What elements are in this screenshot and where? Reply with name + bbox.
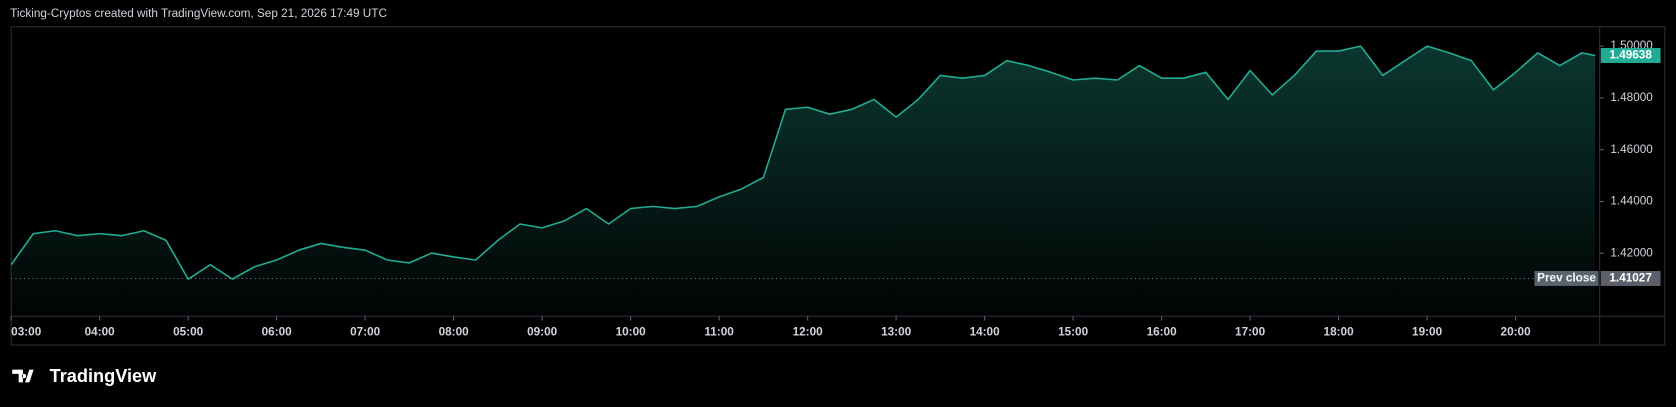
y-tick-label: 1.46000 (1610, 143, 1653, 156)
area-fill (11, 46, 1596, 317)
last-price-box (1600, 48, 1661, 63)
y-tick-label: 1.42000 (1610, 246, 1653, 259)
prev-close-value-box (1600, 270, 1661, 286)
x-tick-label: 09:00 (527, 325, 558, 338)
prev-close-value: 1.41027 (1609, 272, 1652, 285)
brand-logo: TradingView (12, 366, 157, 386)
x-tick-label: 13:00 (881, 325, 912, 338)
x-tick-label: 08:00 (439, 325, 470, 338)
x-tick-label: 15:00 (1058, 325, 1089, 338)
x-tick-label: 17:00 (1235, 325, 1266, 338)
x-tick-label: 16:00 (1147, 325, 1178, 338)
chart-title: Ticking-Cryptos created with TradingView… (10, 7, 387, 20)
last-price-label: 1.49638 (1609, 49, 1652, 62)
y-tick-label: 1.44000 (1610, 195, 1653, 208)
x-tick-label: 04:00 (85, 325, 116, 338)
x-tick-label: 05:00 (173, 325, 204, 338)
x-tick-label: 20:00 (1501, 325, 1532, 338)
x-tick-label: 14:00 (970, 325, 1001, 338)
x-tick-label: 12:00 (793, 325, 824, 338)
x-tick-label: 07:00 (350, 325, 381, 338)
x-tick-label: 06:00 (262, 325, 293, 338)
brand-name: TradingView (50, 366, 157, 386)
x-tick-label: 10:00 (616, 325, 647, 338)
x-tick-label: 18:00 (1324, 325, 1355, 338)
chart-frame (10, 26, 1666, 346)
x-tick-label: 11:00 (704, 325, 734, 338)
y-tick-label: 1.48000 (1610, 91, 1653, 104)
x-tick-label: 03:00 (11, 325, 42, 338)
x-tick-label: 19:00 (1412, 325, 1443, 338)
logo-icon (12, 369, 34, 383)
price-line (10, 45, 1596, 280)
